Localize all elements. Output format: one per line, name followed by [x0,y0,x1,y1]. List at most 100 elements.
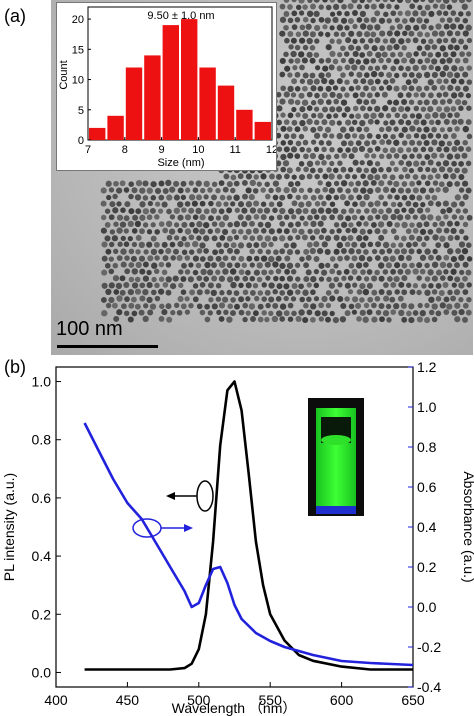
nanoparticle [415,72,423,79]
nanoparticle [287,152,294,159]
nanoparticle [336,38,342,45]
nanoparticle [337,147,343,153]
nanoparticle [416,248,422,255]
nanoparticle [337,255,343,262]
histogram-bar [125,67,143,140]
nanoparticle [257,316,264,323]
nanoparticle [211,181,218,188]
nanoparticle [344,310,351,317]
nanoparticle [199,242,206,249]
nanoparticle [405,200,412,207]
nanoparticle [382,133,389,139]
nanoparticle [146,229,153,235]
nanoparticle [371,248,378,255]
nanoparticle [166,194,173,201]
nanoparticle [386,30,393,37]
nanoparticle [443,269,449,275]
nanoparticle [393,153,400,159]
nanoparticle [279,194,286,201]
nanoparticle [257,221,264,228]
nanoparticle [393,85,400,92]
nanoparticle [291,174,297,180]
nanoparticle [314,310,321,317]
nanoparticle [424,235,430,241]
nanoparticle [123,241,130,248]
nanoparticle [188,234,195,241]
nanoparticle [439,17,446,23]
nanoparticle [151,262,158,269]
nanoparticle [313,146,320,152]
nanoparticle [435,0,442,3]
nanoparticle [260,173,267,180]
nanoparticle [153,268,160,275]
nanoparticle [340,180,348,187]
nanoparticle [370,31,377,38]
nanoparticle [420,174,427,180]
nanoparticle [321,295,328,303]
nanoparticle [367,173,374,181]
nanoparticle [153,241,160,248]
nanoparticle [374,78,381,85]
nanoparticle [265,275,271,281]
nanoparticle [427,174,434,181]
nanoparticle [352,23,358,30]
nanoparticle [162,188,169,194]
nanoparticle [356,98,363,105]
nanoparticle [329,310,335,317]
nanoparticle [203,208,210,215]
nanoparticle [257,303,264,310]
nanoparticle [332,58,339,65]
nanoparticle [428,0,435,4]
nanoparticle [127,316,134,323]
nanoparticle [280,125,287,132]
nanoparticle [348,181,354,187]
nanoparticle [108,214,115,221]
nanoparticle [363,276,370,282]
nanoparticle [241,221,248,228]
nanoparticle [378,303,385,309]
nanoparticle [283,242,290,249]
nanoparticle [362,316,369,323]
nanoparticle [408,317,415,324]
nanoparticle [264,221,272,229]
nanoparticle [431,275,438,282]
nanoparticle [112,275,120,282]
nanoparticle [248,303,256,310]
nanoparticle [279,57,286,64]
nanoparticle [385,57,392,64]
nanoparticle [307,187,313,193]
nanoparticle [260,255,268,262]
nanoparticle [313,214,320,220]
nanoparticle [370,3,377,10]
nanoparticle [371,139,377,146]
histogram-bar [199,67,216,140]
nanoparticle [443,0,450,4]
nanoparticle [185,187,191,193]
nanoparticle [412,146,419,153]
nanoparticle [462,261,469,268]
nanoparticle [389,147,396,154]
nanoparticle [446,153,454,160]
nanoparticle [438,166,446,173]
nanoparticle [310,208,317,215]
nanoparticle [294,99,301,106]
nanoparticle [390,228,397,234]
nanoparticle [447,84,454,91]
nanoparticle [398,309,405,317]
nanoparticle [157,288,165,295]
nanoparticle [344,296,350,302]
nanoparticle [215,255,222,262]
nanoparticle [128,208,135,215]
nanoparticle [100,296,107,303]
nanoparticle [329,133,335,139]
nanoparticle [389,160,396,166]
nanoparticle [371,153,377,159]
nanoparticle [408,99,415,105]
nanoparticle [379,139,386,146]
spectra-right-tick-label: 0.6 [417,479,437,495]
nanoparticle [431,85,438,91]
nanoparticle [139,268,146,275]
nanoparticle [359,52,366,58]
nanoparticle [409,289,416,296]
nanoparticle [362,288,370,296]
